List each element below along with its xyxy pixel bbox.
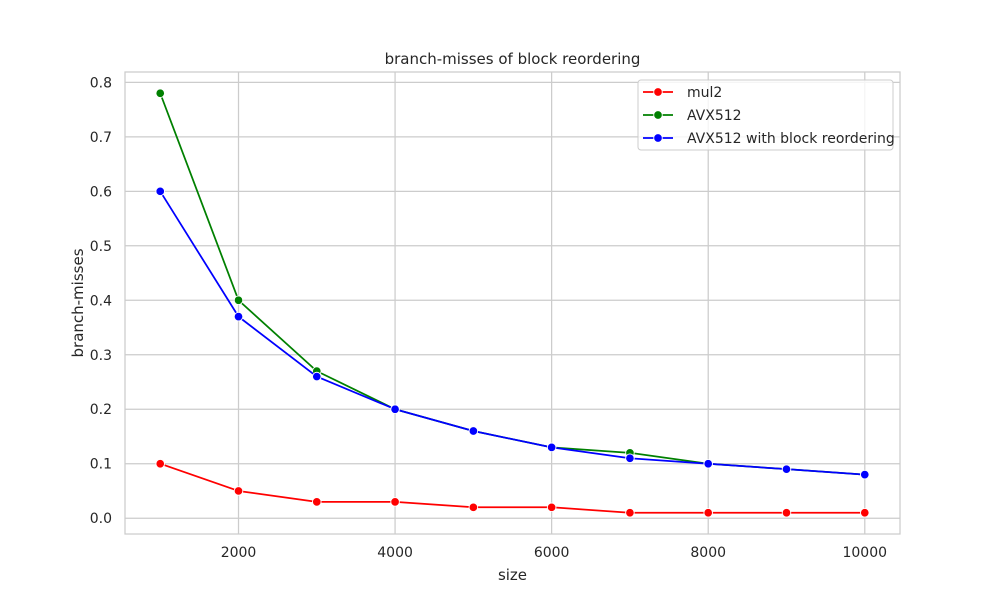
legend-entry: AVX512 bbox=[643, 108, 742, 124]
data-point bbox=[625, 453, 635, 464]
x-tick-label: 4000 bbox=[377, 545, 413, 561]
legend-marker bbox=[653, 133, 663, 143]
legend-label: AVX512 bbox=[687, 108, 742, 124]
plot-area-frame bbox=[124, 71, 901, 535]
data-point bbox=[781, 508, 792, 518]
series-group bbox=[155, 88, 870, 518]
data-point bbox=[625, 508, 635, 518]
y-tick-label: 0.8 bbox=[90, 75, 112, 91]
data-point bbox=[233, 311, 244, 322]
data-point bbox=[468, 426, 479, 436]
grid bbox=[125, 72, 900, 534]
data-point bbox=[390, 404, 400, 414]
data-point bbox=[390, 497, 400, 507]
legend-marker bbox=[653, 110, 663, 120]
series-0 bbox=[155, 458, 870, 518]
data-point bbox=[546, 502, 557, 513]
legend-entries: mul2 AVX512 AVX512 with block reordering bbox=[643, 85, 895, 147]
y-tick-label: 0.7 bbox=[90, 130, 112, 146]
legend-box bbox=[637, 79, 894, 151]
data-point bbox=[703, 458, 713, 469]
x-tick-label: 10000 bbox=[842, 545, 887, 561]
data-point bbox=[781, 464, 792, 474]
legend-marker bbox=[653, 87, 663, 97]
y-tick-label: 0.1 bbox=[90, 457, 112, 473]
data-point bbox=[155, 186, 165, 197]
legend-label: AVX512 with block reordering bbox=[687, 131, 895, 147]
data-point bbox=[233, 295, 244, 306]
series-line bbox=[159, 462, 865, 514]
legend-entry: mul2 bbox=[643, 85, 722, 101]
data-point bbox=[233, 486, 244, 496]
legend-entry: AVX512 with block reordering bbox=[643, 131, 895, 147]
chart-title: branch-misses of block reordering bbox=[385, 50, 641, 68]
legend: mul2 AVX512 AVX512 with block reordering bbox=[637, 79, 895, 151]
x-tick-label: 8000 bbox=[690, 545, 726, 561]
x-axis-label: size bbox=[498, 566, 527, 584]
tick-labels: 0.0 0.1 0.2 0.3 0.4 0.5 0.6 0.7 0.8 2000 4000 6000 8… bbox=[90, 75, 887, 561]
data-point bbox=[860, 508, 870, 518]
y-tick-label: 0.3 bbox=[90, 348, 112, 364]
y-axis-label: branch-misses bbox=[69, 248, 87, 357]
y-tick-label: 0.2 bbox=[90, 402, 112, 418]
data-point bbox=[155, 458, 165, 469]
x-tick-label: 6000 bbox=[534, 545, 570, 561]
data-point bbox=[312, 371, 322, 382]
y-tick-label: 0.6 bbox=[90, 184, 112, 200]
y-tick-label: 0.4 bbox=[90, 293, 112, 309]
data-point bbox=[312, 497, 322, 507]
y-tick-label: 0.0 bbox=[90, 511, 112, 527]
data-point bbox=[703, 508, 713, 518]
x-tick-label: 2000 bbox=[221, 545, 257, 561]
legend-label: mul2 bbox=[687, 85, 722, 101]
y-tick-label: 0.5 bbox=[90, 239, 112, 255]
series-2 bbox=[155, 186, 870, 480]
data-point bbox=[546, 442, 557, 453]
data-point bbox=[468, 502, 479, 513]
data-point bbox=[155, 88, 165, 98]
data-point bbox=[860, 469, 870, 480]
series-line bbox=[159, 190, 865, 476]
